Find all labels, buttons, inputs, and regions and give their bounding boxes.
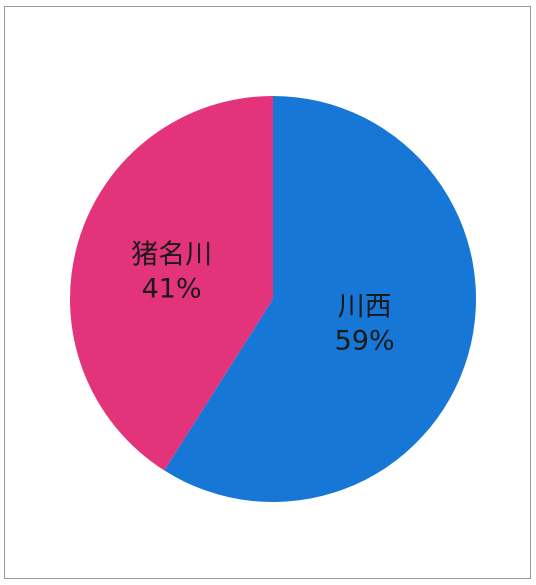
slice-name-label-0: 川西 xyxy=(338,292,392,323)
slice-percent-label-0: 59% xyxy=(335,326,395,357)
slice-percent-label-1: 41% xyxy=(142,274,202,305)
pie-slices xyxy=(69,96,476,502)
pie-slice-0 xyxy=(164,96,476,502)
pie-slice-1 xyxy=(69,96,273,471)
slice-name-label-1: 猪名川 xyxy=(131,240,212,271)
